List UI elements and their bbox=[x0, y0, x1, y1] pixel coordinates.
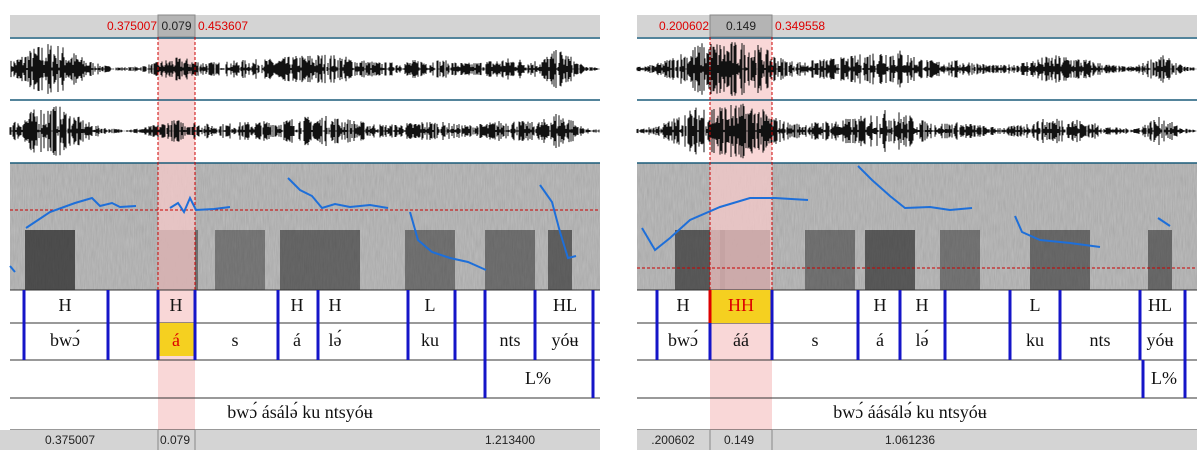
top-selection: 0.149 bbox=[726, 19, 756, 33]
top-right-time: 0.349558 bbox=[775, 19, 825, 33]
tier-label: L% bbox=[1151, 368, 1177, 388]
praat-screens: 0.3750070.0790.453607HHHHLHLbwɔ́ásálə́ku… bbox=[0, 0, 1197, 450]
bottom-left-time: .200602 bbox=[651, 433, 695, 447]
formant-band bbox=[548, 230, 572, 290]
formant-band bbox=[485, 230, 535, 290]
tier-label: H bbox=[677, 295, 690, 315]
tier-label: H bbox=[59, 295, 72, 315]
tier-label: L bbox=[425, 295, 436, 315]
tier-label: bwɔ́ bbox=[50, 329, 80, 350]
formant-band bbox=[865, 230, 915, 290]
waveform bbox=[10, 106, 599, 155]
tier-label: ku bbox=[1026, 330, 1044, 350]
tier-label: á bbox=[172, 330, 180, 350]
top-selection: 0.079 bbox=[161, 19, 191, 33]
tier-label: s bbox=[231, 330, 238, 350]
formant-band bbox=[280, 230, 360, 290]
tier-label: L% bbox=[525, 368, 551, 388]
tier-label: lə́ bbox=[916, 329, 929, 350]
formant-band bbox=[405, 230, 455, 290]
formant-band bbox=[1148, 230, 1172, 290]
tier-label: lə́ bbox=[329, 329, 342, 350]
tier-label: H bbox=[170, 295, 183, 315]
bottom-total: 1.213400 bbox=[485, 433, 535, 447]
tier-label: HL bbox=[553, 295, 577, 315]
tier-label: nts bbox=[499, 330, 520, 350]
formant-band bbox=[940, 230, 980, 290]
tier-label: HH bbox=[728, 295, 754, 315]
top-bar bbox=[10, 15, 600, 37]
tier-label: bwɔ́ bbox=[668, 329, 698, 350]
sentence: bwɔ́ áásálə́ ku ntsyóʉ bbox=[833, 401, 986, 422]
top-left-time: 0.375007 bbox=[107, 19, 157, 33]
top-right-time: 0.453607 bbox=[198, 19, 248, 33]
bottom-left-time: 0.375007 bbox=[45, 433, 95, 447]
tier-label: ku bbox=[421, 330, 439, 350]
selection-shade bbox=[158, 37, 195, 430]
tier-label: áá bbox=[733, 330, 749, 350]
waveform bbox=[637, 104, 1196, 159]
tier-label: nts bbox=[1089, 330, 1110, 350]
formant-band bbox=[215, 230, 265, 290]
tier-label: H bbox=[329, 295, 342, 315]
selection-shade bbox=[710, 37, 772, 430]
tier-label: s bbox=[811, 330, 818, 350]
tier-label: á bbox=[876, 330, 884, 350]
tier-label: yóʉ bbox=[1147, 330, 1174, 350]
bottom-selection: 0.079 bbox=[160, 433, 190, 447]
tier-label: yóʉ bbox=[552, 330, 579, 350]
bottom-total: 1.061236 bbox=[885, 433, 935, 447]
bottom-selection: 0.149 bbox=[724, 433, 754, 447]
waveform bbox=[637, 42, 1196, 96]
formant-band bbox=[805, 230, 855, 290]
formant-band bbox=[25, 230, 75, 290]
tier-label: H bbox=[916, 295, 929, 315]
tier-label: L bbox=[1030, 295, 1041, 315]
tier-label: HL bbox=[1148, 295, 1172, 315]
top-left-time: 0.200602 bbox=[659, 19, 709, 33]
tier-label: H bbox=[291, 295, 304, 315]
tier-label: á bbox=[293, 330, 301, 350]
waveform bbox=[10, 44, 599, 94]
tier-label: H bbox=[874, 295, 887, 315]
sentence: bwɔ́ ásálə́ ku ntsyóʉ bbox=[227, 401, 372, 422]
